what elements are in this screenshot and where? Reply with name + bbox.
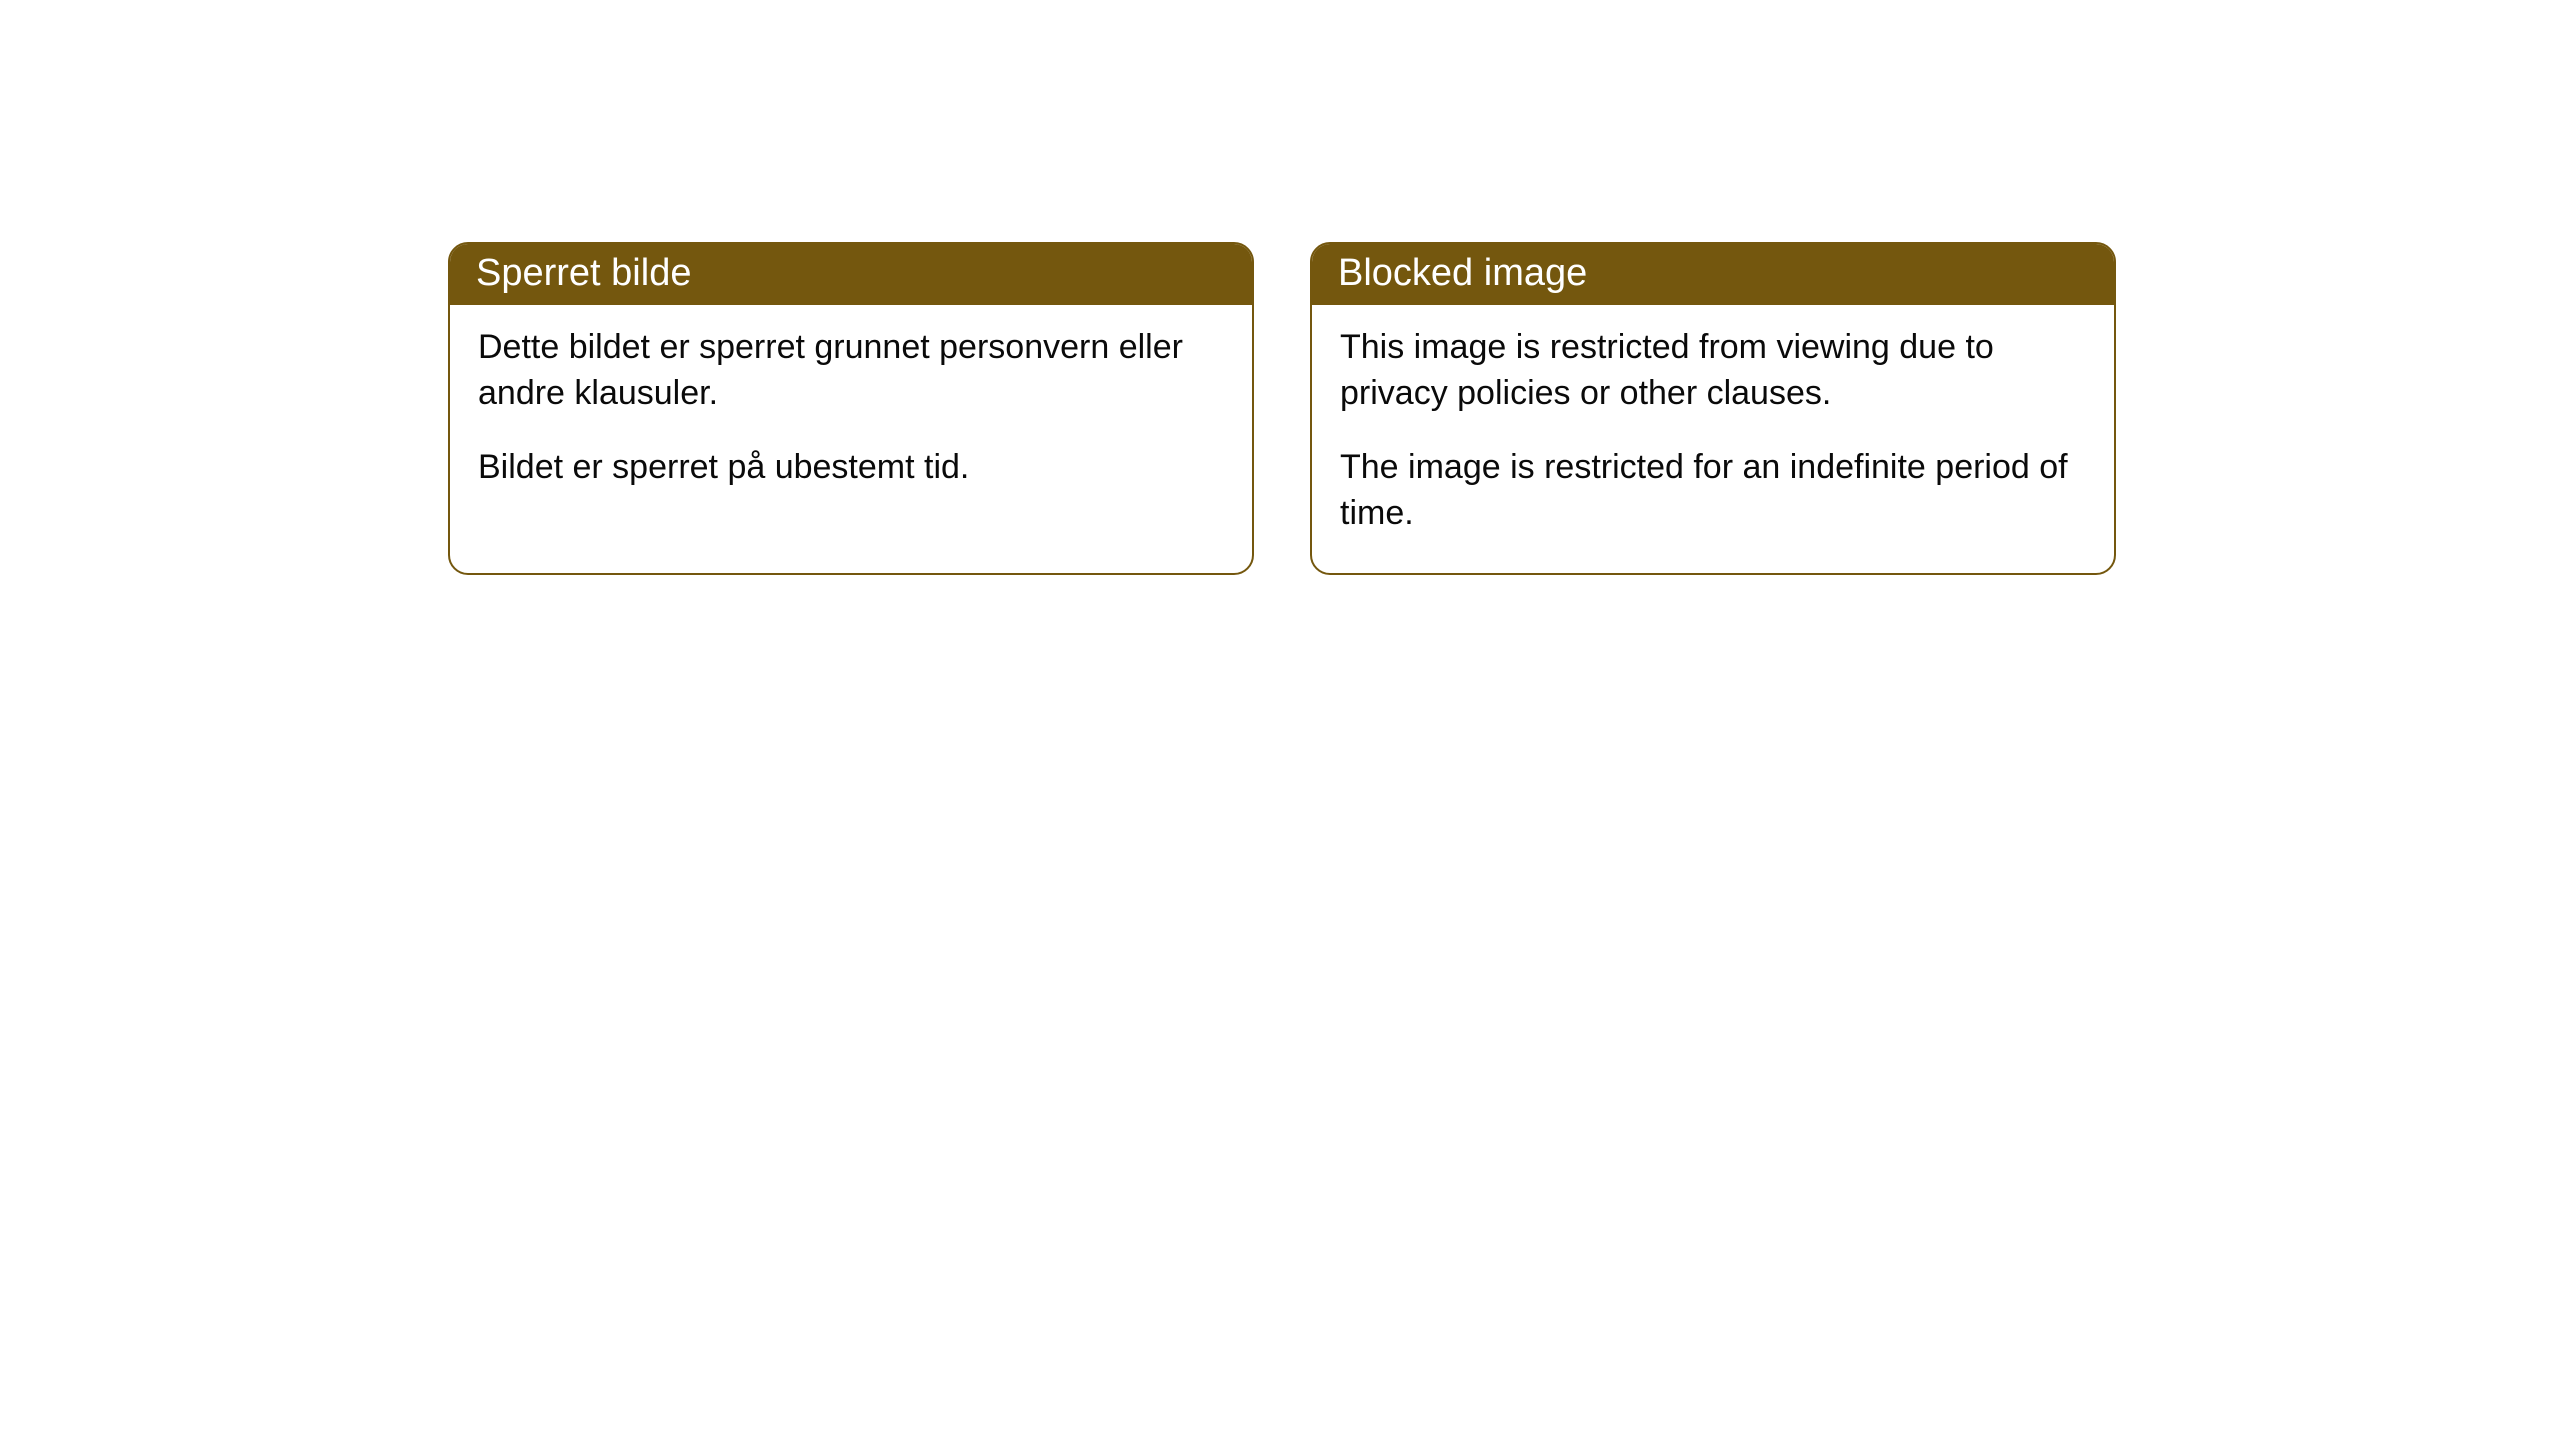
card-title: Sperret bilde bbox=[476, 252, 691, 294]
card-body: Dette bildet er sperret grunnet personve… bbox=[450, 305, 1252, 527]
card-paragraph: Dette bildet er sperret grunnet personve… bbox=[478, 325, 1224, 417]
card-paragraph: This image is restricted from viewing du… bbox=[1340, 325, 2086, 417]
card-header: Blocked image bbox=[1312, 244, 2114, 305]
card-header: Sperret bilde bbox=[450, 244, 1252, 305]
card-paragraph: Bildet er sperret på ubestemt tid. bbox=[478, 445, 1224, 491]
card-title: Blocked image bbox=[1338, 252, 1587, 294]
notice-card-norwegian: Sperret bilde Dette bildet er sperret gr… bbox=[448, 242, 1254, 575]
notice-card-english: Blocked image This image is restricted f… bbox=[1310, 242, 2116, 575]
notice-container: Sperret bilde Dette bildet er sperret gr… bbox=[448, 242, 2116, 575]
card-paragraph: The image is restricted for an indefinit… bbox=[1340, 445, 2086, 537]
card-body: This image is restricted from viewing du… bbox=[1312, 305, 2114, 573]
